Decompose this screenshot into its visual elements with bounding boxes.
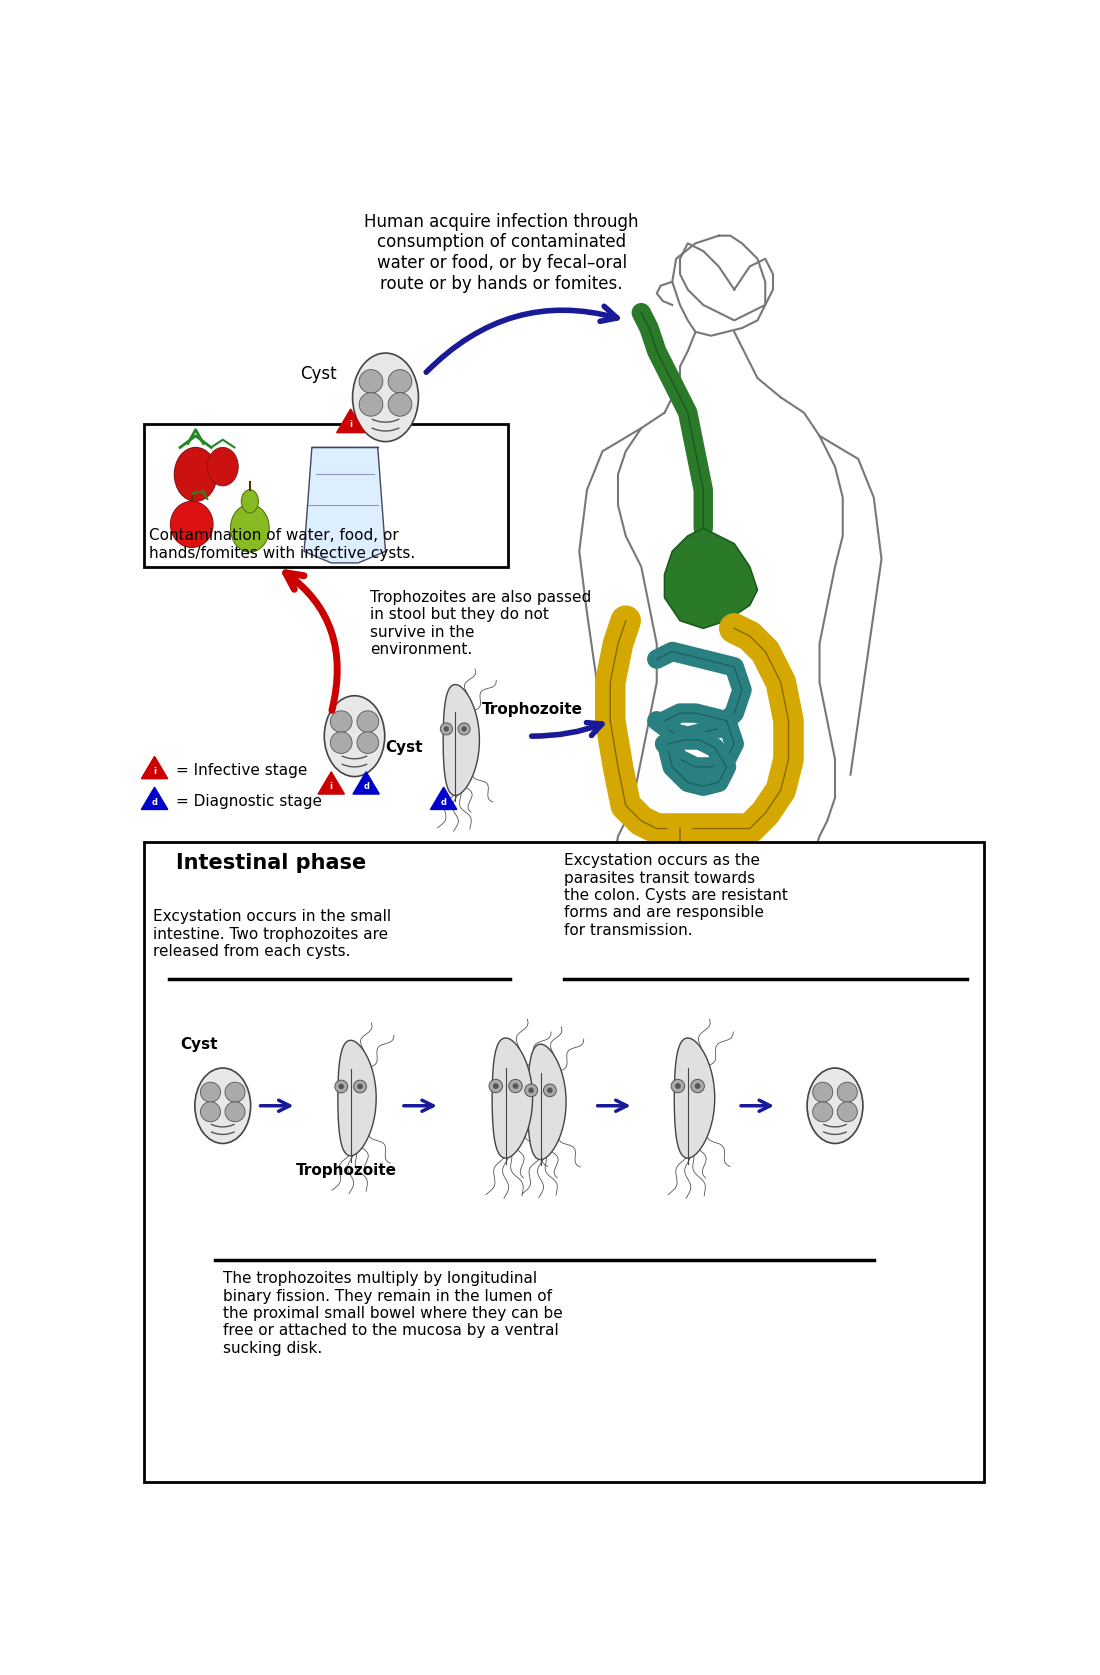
Circle shape (813, 1102, 833, 1122)
Ellipse shape (807, 1069, 862, 1144)
Circle shape (353, 1080, 366, 1092)
Text: The trophozoites multiply by longitudinal
binary fission. They remain in the lum: The trophozoites multiply by longitudina… (222, 1271, 562, 1355)
Ellipse shape (170, 501, 213, 548)
Polygon shape (528, 1044, 566, 1159)
Polygon shape (664, 528, 758, 628)
FancyArrowPatch shape (261, 1100, 289, 1111)
Circle shape (200, 1082, 220, 1102)
Circle shape (548, 1087, 552, 1092)
FancyArrowPatch shape (741, 1100, 770, 1111)
Circle shape (356, 732, 378, 754)
Polygon shape (353, 772, 380, 794)
Text: Cyst: Cyst (180, 1037, 218, 1052)
Circle shape (490, 1079, 503, 1092)
Polygon shape (674, 1038, 715, 1157)
Polygon shape (337, 409, 364, 432)
Bar (144, 424, 508, 566)
FancyArrowPatch shape (286, 573, 338, 710)
Ellipse shape (353, 353, 418, 442)
FancyArrowPatch shape (531, 722, 602, 735)
Text: Excystation occurs in the small
intestine. Two trophozoites are
released from ea: Excystation occurs in the small intestin… (153, 910, 392, 960)
Polygon shape (142, 757, 167, 779)
Ellipse shape (195, 1069, 251, 1144)
Circle shape (813, 1082, 833, 1102)
Circle shape (695, 1084, 701, 1089)
Circle shape (462, 727, 466, 732)
Text: Trophozoite: Trophozoite (296, 1164, 397, 1179)
Circle shape (529, 1087, 534, 1092)
FancyArrowPatch shape (404, 1100, 433, 1111)
Circle shape (359, 392, 383, 415)
Ellipse shape (324, 695, 385, 777)
Text: Trophozoites are also passed
in stool but they do not
survive in the
environment: Trophozoites are also passed in stool bu… (370, 590, 592, 657)
Polygon shape (304, 447, 385, 563)
Circle shape (358, 1084, 363, 1089)
Circle shape (226, 1082, 245, 1102)
Text: d: d (441, 797, 447, 807)
Circle shape (356, 710, 378, 732)
Text: Human acquire infection through
consumption of contaminated
water or food, or by: Human acquire infection through consumpt… (364, 213, 639, 293)
Text: i: i (153, 767, 156, 776)
Circle shape (543, 1084, 557, 1097)
Text: d: d (363, 782, 370, 791)
Polygon shape (430, 787, 456, 809)
Circle shape (330, 710, 352, 732)
Circle shape (359, 370, 383, 394)
Text: Intestinal phase: Intestinal phase (176, 853, 366, 873)
Circle shape (334, 1080, 348, 1092)
Ellipse shape (207, 447, 239, 486)
Text: Excystation occurs as the
parasites transit towards
the colon. Cysts are resista: Excystation occurs as the parasites tran… (563, 853, 788, 938)
Text: = Infective stage: = Infective stage (176, 764, 308, 779)
Polygon shape (492, 1038, 532, 1157)
Polygon shape (338, 1040, 376, 1156)
Circle shape (525, 1084, 538, 1097)
Ellipse shape (241, 489, 258, 513)
Circle shape (388, 392, 411, 415)
Bar (144, 843, 983, 1481)
Circle shape (675, 1084, 681, 1089)
Text: Trophozoite: Trophozoite (483, 702, 583, 717)
Text: = Diagnostic stage: = Diagnostic stage (176, 794, 322, 809)
Circle shape (330, 732, 352, 754)
Circle shape (837, 1082, 857, 1102)
Ellipse shape (174, 447, 217, 501)
Polygon shape (318, 772, 344, 794)
Polygon shape (443, 685, 480, 796)
Circle shape (440, 724, 452, 735)
Polygon shape (142, 787, 167, 809)
Text: Contamination of water, food, or
hands/fomites with infective cysts.: Contamination of water, food, or hands/f… (150, 528, 416, 561)
Circle shape (509, 1079, 522, 1092)
Text: Cyst: Cyst (385, 740, 424, 755)
Circle shape (200, 1102, 220, 1122)
Text: i: i (349, 420, 352, 429)
Circle shape (493, 1084, 498, 1089)
Circle shape (226, 1102, 245, 1122)
Circle shape (388, 370, 411, 394)
Circle shape (513, 1084, 518, 1089)
Circle shape (458, 724, 470, 735)
Ellipse shape (231, 504, 270, 553)
Text: d: d (152, 797, 157, 807)
Circle shape (339, 1084, 344, 1089)
Circle shape (691, 1079, 704, 1092)
Text: Cyst: Cyst (300, 365, 337, 384)
Circle shape (444, 727, 449, 732)
Circle shape (837, 1102, 857, 1122)
FancyArrowPatch shape (426, 307, 617, 372)
FancyArrowPatch shape (597, 1100, 627, 1111)
Text: i: i (330, 782, 332, 791)
Circle shape (671, 1079, 684, 1092)
